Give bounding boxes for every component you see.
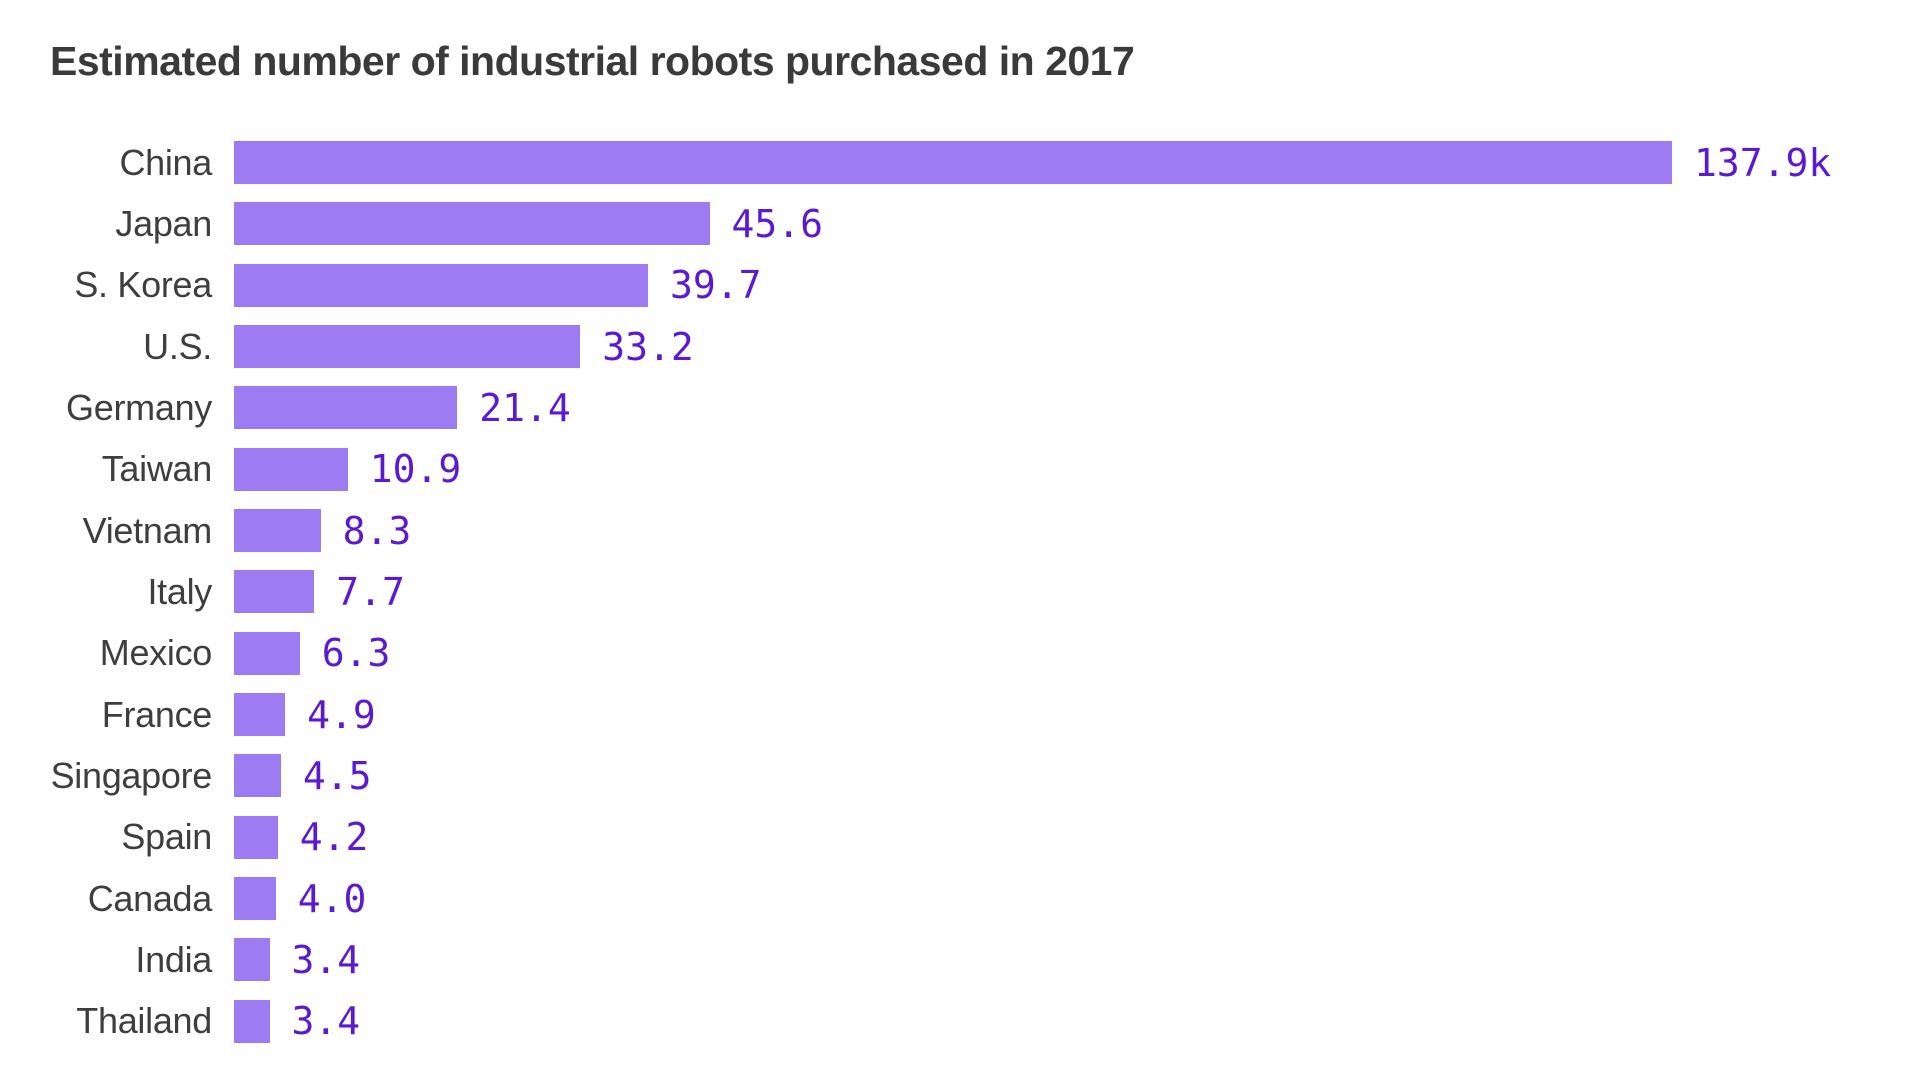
value-label: 45.6 (731, 201, 824, 246)
chart-row: Thailand 3.4 (0, 991, 1920, 1052)
chart-title: Estimated number of industrial robots pu… (50, 38, 1135, 84)
category-label: S. Korea (74, 264, 212, 306)
category-label: Thailand (76, 1000, 212, 1042)
value-label: 4.5 (302, 753, 372, 798)
chart-row: France 4.9 (0, 684, 1920, 745)
category-label: Singapore (50, 754, 213, 796)
bar (234, 509, 321, 553)
bar (234, 754, 281, 798)
category-label: U.S. (143, 325, 212, 367)
chart-row: Spain 4.2 (0, 807, 1920, 868)
chart-row: Italy 7.7 (0, 561, 1920, 622)
bar (234, 815, 278, 859)
chart-row: Mexico 6.3 (0, 623, 1920, 684)
chart-row: Germany 21.4 (0, 377, 1920, 438)
value-label: 4.9 (307, 692, 376, 737)
category-label: Japan (115, 202, 212, 244)
bar (234, 202, 710, 246)
value-label: 39.7 (670, 263, 762, 308)
category-label: China (119, 141, 212, 183)
chart-row: Vietnam 8.3 (0, 500, 1920, 561)
category-label: India (135, 938, 212, 980)
chart-row: U.S. 33.2 (0, 316, 1920, 377)
category-label: Germany (66, 386, 212, 428)
category-label: France (101, 693, 213, 735)
category-label: Canada (87, 877, 213, 919)
chart-row: Canada 4.0 (0, 868, 1920, 929)
value-label: 33.2 (602, 324, 694, 369)
chart-row: S. Korea 39.7 (0, 255, 1920, 316)
category-label: Vietnam (82, 509, 213, 551)
category-label: Mexico (99, 632, 213, 674)
bar (234, 386, 458, 430)
bar (234, 325, 581, 369)
bar (234, 263, 648, 307)
value-label: 7.7 (336, 569, 405, 614)
chart-row: India 3.4 (0, 929, 1920, 990)
value-label: 10.9 (369, 447, 462, 492)
value-label: 4.0 (297, 876, 367, 921)
category-label: Taiwan (101, 448, 213, 490)
chart-row: China 137.9k (0, 132, 1920, 193)
chart-row: Japan 45.6 (0, 193, 1920, 254)
bar (234, 447, 348, 491)
value-label: 3.4 (291, 937, 361, 982)
chart-row: Singapore 4.5 (0, 745, 1920, 806)
bar (234, 877, 276, 921)
bar (234, 141, 1672, 185)
bar (234, 938, 270, 982)
category-label: Spain (121, 816, 212, 858)
chart-rows: China 137.9k Japan 45.6 S. Korea 39.7 U.S. 33.2… (0, 132, 1920, 1052)
value-label: 3.4 (291, 999, 361, 1044)
value-label: 6.3 (321, 631, 391, 676)
value-label: 8.3 (342, 508, 412, 553)
bar (234, 631, 300, 675)
value-label: 137.9k (1694, 140, 1832, 185)
bar (234, 999, 270, 1043)
chart-row: Taiwan 10.9 (0, 439, 1920, 500)
bar (234, 570, 315, 614)
category-label: Italy (147, 570, 212, 612)
bar (234, 693, 286, 737)
value-label: 21.4 (479, 385, 571, 430)
value-label: 4.2 (299, 815, 369, 860)
